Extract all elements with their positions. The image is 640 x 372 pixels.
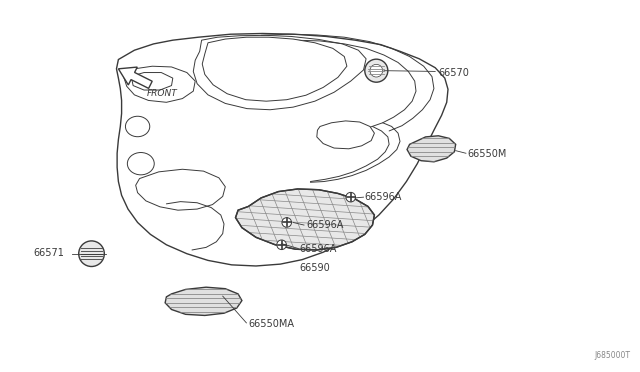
Polygon shape	[116, 33, 448, 266]
Text: 66550MA: 66550MA	[248, 319, 294, 328]
Polygon shape	[131, 73, 173, 90]
Ellipse shape	[125, 116, 150, 137]
Circle shape	[79, 241, 104, 266]
Polygon shape	[136, 169, 225, 210]
PathPatch shape	[236, 189, 374, 250]
Text: 66550M: 66550M	[467, 150, 507, 159]
Circle shape	[282, 218, 292, 227]
Ellipse shape	[127, 153, 154, 175]
Text: 66596A: 66596A	[365, 192, 402, 202]
Polygon shape	[202, 37, 347, 101]
PathPatch shape	[407, 136, 456, 162]
Polygon shape	[193, 35, 366, 110]
Polygon shape	[317, 121, 374, 149]
PathPatch shape	[165, 287, 242, 315]
Polygon shape	[118, 67, 152, 89]
Circle shape	[365, 59, 388, 82]
Circle shape	[346, 192, 356, 202]
Polygon shape	[123, 66, 195, 102]
Circle shape	[370, 64, 383, 77]
Text: FRONT: FRONT	[147, 89, 178, 97]
Text: J685000T: J685000T	[594, 351, 630, 360]
Text: 66590: 66590	[300, 263, 330, 273]
Text: 66596A: 66596A	[300, 244, 337, 254]
Circle shape	[277, 240, 287, 250]
Text: 66571: 66571	[33, 248, 64, 258]
Text: 66596A: 66596A	[306, 220, 343, 230]
Text: 66570: 66570	[438, 68, 469, 77]
